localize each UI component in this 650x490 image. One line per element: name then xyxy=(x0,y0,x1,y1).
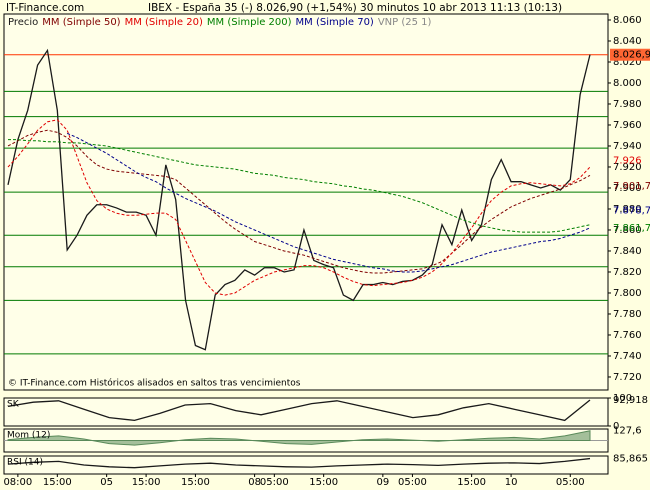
x-tick-label: 09 xyxy=(376,477,389,488)
chart-title: IBEX - España 35 (-) 8.026,90 (+1,54%) 3… xyxy=(148,2,562,14)
chart-note: © IT-Finance.com Históricos alisados en … xyxy=(8,378,301,389)
y-tick-label: 8.000 xyxy=(613,78,642,89)
legend-entry: VNP (25 1) xyxy=(378,17,432,28)
x-tick-label: 10 xyxy=(505,477,518,488)
y-tick-label: 7.760 xyxy=(613,330,642,341)
moving-average-line xyxy=(66,132,591,273)
legend-entry: MM (Simple 50) xyxy=(42,17,120,28)
x-tick-label: 05:00 xyxy=(260,477,289,488)
y-tick-label: 8.020 xyxy=(613,57,642,68)
price-tag: 7.878,7 xyxy=(613,205,650,216)
indicator-name: SK xyxy=(7,400,20,410)
price-tag: 92,918 xyxy=(613,395,648,406)
indicator-name: RSI (14) xyxy=(7,458,43,468)
y-tick-label: 7.880 xyxy=(613,204,642,215)
panel-frame xyxy=(3,397,609,427)
y-tick-label: 8.040 xyxy=(613,36,642,47)
price-line xyxy=(7,399,591,422)
price-tag: 7.926 xyxy=(613,156,642,167)
x-tick-label: 15:00 xyxy=(457,477,486,488)
x-tick-label: 05:00 xyxy=(398,477,427,488)
price-line xyxy=(7,48,591,351)
y-tick-label: 100 xyxy=(613,393,632,404)
moving-average-line xyxy=(8,139,591,233)
price-tag: 7.901,7 xyxy=(613,181,650,192)
moving-average-line xyxy=(7,119,591,296)
legend-entry: MM (Simple 200) xyxy=(207,17,292,28)
price-line xyxy=(7,457,591,469)
y-tick-label: 7.840 xyxy=(613,246,642,257)
y-tick-label: 7.860 xyxy=(613,225,642,236)
y-tick-label: 7.720 xyxy=(613,372,642,383)
y-tick-label: 7.920 xyxy=(613,162,642,173)
x-tick-label: 15:00 xyxy=(181,477,210,488)
legend-entry: Precio xyxy=(8,17,38,28)
y-tick-label: 7.940 xyxy=(613,141,642,152)
x-tick-label: 15:00 xyxy=(309,477,338,488)
x-tick-label: 05:00 xyxy=(556,477,585,488)
x-tick-label: 08:00 xyxy=(3,477,32,488)
price-tag: 8.026,90 xyxy=(613,50,650,61)
legend-entry: MM (Simple 70) xyxy=(296,17,374,28)
y-tick-label: 7.780 xyxy=(613,309,642,320)
price-tag: 127,6 xyxy=(613,426,642,437)
x-tick-label: 15:00 xyxy=(132,477,161,488)
price-tag: 85,865 xyxy=(613,454,648,465)
x-tick-label: 05 xyxy=(100,477,113,488)
legend-entry: MM (Simple 20) xyxy=(125,17,203,28)
site-name: IT-Finance.com xyxy=(6,2,84,14)
x-tick-label: 15:00 xyxy=(43,477,72,488)
y-tick-label: 0 xyxy=(613,421,619,432)
moving-average-line xyxy=(7,129,591,274)
momentum-area xyxy=(7,430,591,446)
y-tick-label: 7.960 xyxy=(613,120,642,131)
price-tag-box xyxy=(610,48,650,61)
y-tick-label: 7.820 xyxy=(613,267,642,278)
y-tick-label: 8.060 xyxy=(613,15,642,26)
y-tick-label: 7.740 xyxy=(613,351,642,362)
y-tick-label: 7.900 xyxy=(613,183,642,194)
indicator-name: Mom (12) xyxy=(7,431,50,441)
panel-frame xyxy=(3,13,609,391)
panel-frame xyxy=(3,455,609,475)
y-tick-label: 7.800 xyxy=(613,288,642,299)
price-tag: 7.861,7 xyxy=(613,223,650,234)
y-tick-label: 7.980 xyxy=(613,99,642,110)
x-tick-label: 08 xyxy=(248,477,261,488)
